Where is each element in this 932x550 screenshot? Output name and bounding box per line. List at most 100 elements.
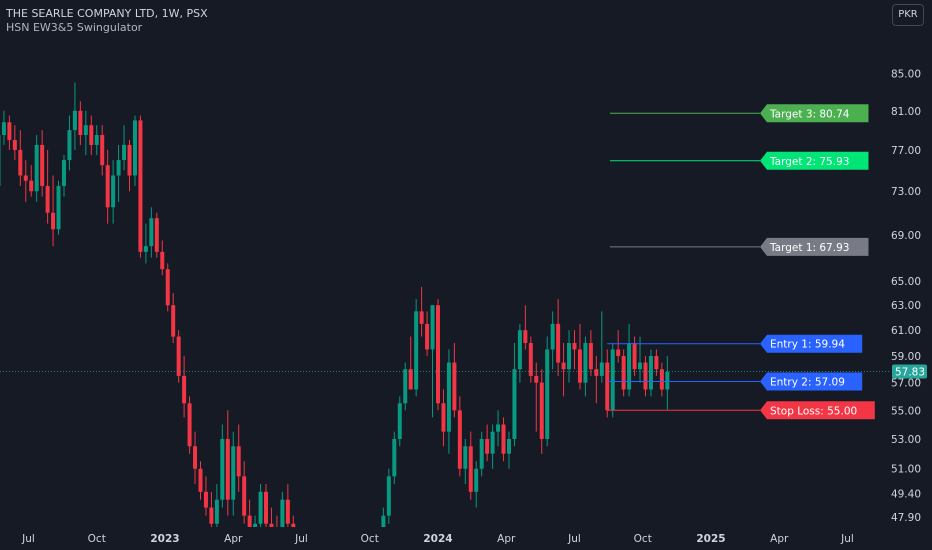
candle[interactable]	[386, 468, 391, 524]
candle[interactable]	[632, 336, 637, 376]
candle[interactable]	[1, 110, 6, 145]
candle[interactable]	[577, 323, 582, 390]
candle[interactable]	[116, 144, 121, 202]
candle[interactable]	[545, 336, 550, 447]
candle[interactable]	[517, 323, 522, 383]
candle[interactable]	[12, 125, 17, 161]
candle[interactable]	[452, 342, 457, 418]
candle[interactable]	[665, 355, 670, 411]
candle[interactable]	[51, 175, 56, 247]
candle[interactable]	[648, 349, 653, 397]
candle[interactable]	[23, 160, 28, 202]
candle[interactable]	[143, 223, 148, 264]
candle[interactable]	[182, 355, 187, 418]
candle[interactable]	[479, 431, 484, 477]
candle[interactable]	[100, 125, 105, 176]
candle[interactable]	[291, 515, 296, 550]
candle[interactable]	[605, 349, 610, 418]
candle[interactable]	[83, 110, 88, 155]
candle[interactable]	[616, 330, 621, 363]
candle[interactable]	[198, 461, 203, 500]
candle[interactable]	[61, 154, 66, 197]
candle[interactable]	[463, 438, 468, 485]
candle[interactable]	[253, 515, 258, 550]
candle[interactable]	[441, 389, 446, 447]
candle[interactable]	[490, 424, 495, 469]
candle[interactable]	[127, 139, 132, 192]
candle[interactable]	[556, 299, 561, 376]
candle[interactable]	[567, 330, 572, 383]
level-label[interactable]: Entry 1: 59.94	[760, 334, 863, 353]
candle[interactable]	[506, 431, 511, 469]
candle[interactable]	[247, 499, 252, 549]
candle[interactable]	[18, 130, 23, 186]
candle[interactable]	[111, 160, 116, 224]
candle[interactable]	[414, 299, 419, 397]
candle[interactable]	[485, 424, 490, 462]
candle[interactable]	[501, 417, 506, 462]
candle[interactable]	[512, 342, 517, 447]
candle[interactable]	[419, 287, 424, 337]
candle[interactable]	[269, 507, 274, 549]
candle[interactable]	[236, 424, 241, 492]
candle[interactable]	[403, 362, 408, 411]
candle[interactable]	[643, 355, 648, 397]
candle[interactable]	[242, 461, 247, 524]
candle[interactable]	[457, 396, 462, 477]
currency-button[interactable]: PKR	[892, 4, 924, 26]
level-label[interactable]: Stop Loss: 55.00	[760, 401, 875, 420]
candle[interactable]	[258, 484, 263, 540]
candle[interactable]	[122, 125, 127, 171]
candle[interactable]	[534, 362, 539, 432]
candle[interactable]	[154, 212, 159, 258]
candle[interactable]	[203, 476, 208, 516]
candle[interactable]	[550, 311, 555, 370]
candle[interactable]	[572, 330, 577, 370]
candle[interactable]	[149, 207, 154, 258]
candle[interactable]	[45, 149, 50, 224]
candle[interactable]	[610, 342, 615, 418]
candle[interactable]	[408, 336, 413, 390]
candle[interactable]	[209, 491, 214, 532]
candle[interactable]	[225, 410, 230, 516]
candle[interactable]	[561, 342, 566, 397]
candle[interactable]	[275, 515, 279, 550]
level-label[interactable]: Target 2: 75.93	[760, 151, 869, 170]
level-label[interactable]: Entry 2: 57.09	[760, 372, 863, 391]
candle[interactable]	[138, 115, 143, 258]
candle[interactable]	[165, 263, 170, 312]
time-axis[interactable]: Jul Oct 2023 Apr Jul Oct 2024 Apr Jul Oct 2025 Apr J…	[21, 533, 854, 545]
candle[interactable]	[528, 336, 533, 383]
level-label[interactable]: Target 1: 67.93	[760, 237, 869, 256]
candle[interactable]	[539, 369, 544, 454]
candle[interactable]	[392, 431, 397, 485]
candle[interactable]	[496, 410, 501, 447]
candle[interactable]	[160, 240, 165, 276]
candle[interactable]	[89, 115, 94, 155]
candle[interactable]	[430, 305, 435, 418]
candle[interactable]	[40, 130, 45, 197]
candle[interactable]	[397, 396, 402, 447]
candle[interactable]	[468, 431, 473, 500]
candle[interactable]	[214, 484, 219, 535]
candle[interactable]	[621, 349, 626, 397]
candle[interactable]	[264, 484, 269, 532]
candle[interactable]	[132, 115, 137, 186]
candle[interactable]	[446, 349, 451, 454]
candle[interactable]	[176, 330, 181, 383]
candle[interactable]	[599, 311, 604, 383]
candle[interactable]	[436, 299, 440, 411]
candle[interactable]	[654, 349, 659, 376]
candle[interactable]	[171, 293, 176, 343]
candle[interactable]	[220, 424, 225, 508]
candle[interactable]	[627, 323, 632, 397]
candle[interactable]	[193, 431, 198, 485]
level-label[interactable]: Target 3: 80.74	[760, 104, 869, 123]
candle[interactable]	[381, 507, 386, 550]
candle[interactable]	[72, 82, 77, 150]
candle[interactable]	[594, 355, 599, 404]
candle[interactable]	[78, 101, 83, 145]
candle[interactable]	[56, 180, 61, 235]
candle[interactable]	[187, 396, 192, 454]
